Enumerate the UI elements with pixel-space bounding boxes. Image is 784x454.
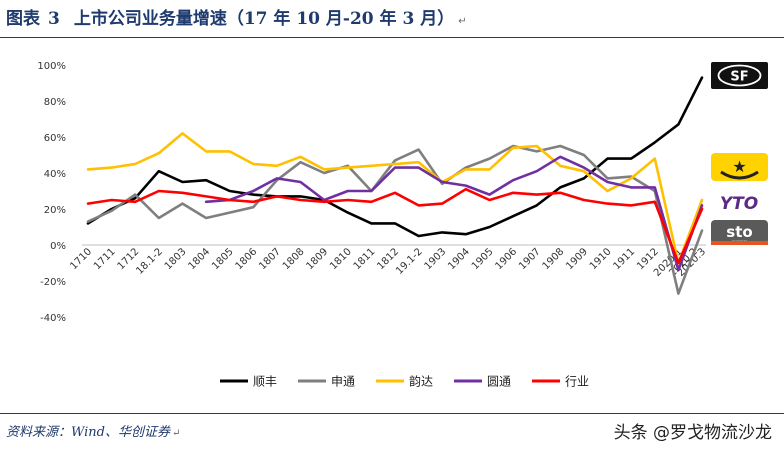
figure-title: 图表 3 上市公司业务量增速（17 年 10 月-20 年 3 月） ↵ <box>6 4 467 34</box>
x-tick-label: 18.1-2 <box>134 246 165 277</box>
y-tick-label: 0% <box>50 241 66 252</box>
x-tick-label: 1809 <box>304 246 330 272</box>
series-line-0 <box>86 76 704 238</box>
x-tick-label: 1808 <box>281 246 307 272</box>
legend-label: 申通 <box>331 375 355 389</box>
y-tick-label: -40% <box>40 313 66 324</box>
legend-label: 行业 <box>565 375 589 389</box>
series-line-1 <box>86 144 704 295</box>
series-line-4 <box>86 187 704 265</box>
x-tick-label: 1711 <box>92 246 118 272</box>
title-divider <box>0 37 784 38</box>
figure-label: 图表 <box>6 9 40 29</box>
yunda-logo: ★ <box>711 153 768 181</box>
paragraph-mark-icon: ↵ <box>172 428 181 439</box>
x-tick-label: 1807 <box>257 246 283 272</box>
x-tick-label: 1909 <box>564 246 590 272</box>
series-line-3 <box>204 155 704 272</box>
sf-logo: SF <box>711 62 768 89</box>
footer-divider <box>0 413 784 414</box>
x-tick-label: 1806 <box>234 246 260 272</box>
x-tick-label: 1810 <box>328 246 354 272</box>
legend-label: 顺丰 <box>253 375 277 389</box>
x-axis-ticks: 17101711171218.1-21803180418051806180718… <box>68 246 708 279</box>
series-line-2 <box>86 132 704 265</box>
source-note: 资料来源：Wind、华创证券 ↵ <box>6 421 180 440</box>
figure-title-text: 上市公司业务量增速（17 年 10 月-20 年 3 月） <box>73 9 455 29</box>
y-axis-ticks: -40% -20% 0% 20% 40% 60% 80% 100% <box>37 61 66 324</box>
y-tick-label: 40% <box>44 169 66 180</box>
y-tick-label: -20% <box>40 277 66 288</box>
y-tick-label: 100% <box>37 61 66 72</box>
x-tick-label: 1905 <box>470 246 496 272</box>
sto-logo-text: sto <box>726 223 752 241</box>
chart-legend: 顺丰 申通 韵达 圆通 行业 <box>220 374 589 389</box>
figure-number: 3 <box>48 9 60 29</box>
paragraph-mark-icon: ↵ <box>458 16 467 27</box>
source-text: 资料来源：Wind、华创证券 <box>6 425 170 440</box>
x-tick-label: 1804 <box>186 246 212 272</box>
x-tick-label: 1907 <box>517 246 543 272</box>
x-tick-label: 1803 <box>163 246 189 272</box>
sto-logo: sto express <box>711 220 768 245</box>
x-tick-label: 1906 <box>493 246 519 272</box>
legend-label: 圆通 <box>487 375 511 389</box>
line-chart: -40% -20% 0% 20% 40% 60% 80% 100% 1710171117121… <box>37 61 768 389</box>
series-lines <box>86 76 704 295</box>
sf-logo-text: SF <box>730 70 748 85</box>
y-tick-label: 60% <box>44 133 66 144</box>
yunda-logo-star: ★ <box>732 157 746 176</box>
x-tick-label: 1908 <box>541 246 567 272</box>
x-tick-label: 1811 <box>352 246 378 272</box>
watermark: 头条 @罗戈物流沙龙 <box>613 423 772 443</box>
x-tick-label: 1710 <box>68 246 94 272</box>
x-tick-label: 1904 <box>446 246 472 272</box>
x-tick-label: 1805 <box>210 246 236 272</box>
yto-logo-text: YTO <box>720 194 758 214</box>
y-tick-label: 80% <box>44 97 66 108</box>
x-tick-label: 1911 <box>611 246 637 272</box>
y-tick-label: 20% <box>44 205 66 216</box>
x-tick-label: 19.1-2 <box>394 246 425 277</box>
x-tick-label: 1903 <box>423 246 449 272</box>
yto-logo: YTO <box>720 194 758 214</box>
x-tick-label: 1910 <box>588 246 614 272</box>
legend-label: 韵达 <box>409 374 433 389</box>
